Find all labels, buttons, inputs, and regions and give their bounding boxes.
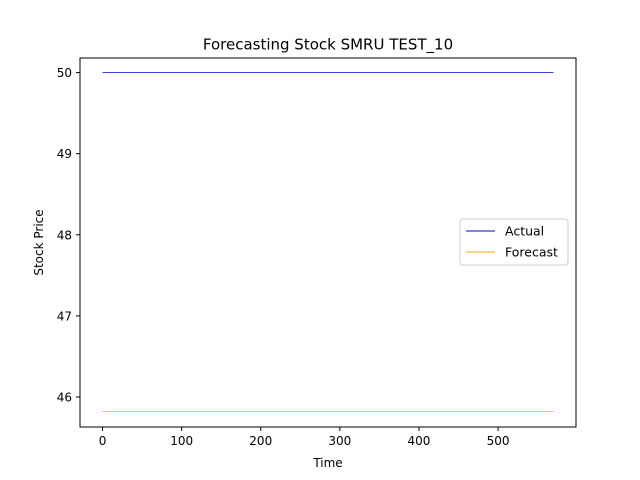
x-tick-label: 400 [408, 434, 431, 448]
x-tick-label: 200 [249, 434, 272, 448]
y-tick-label: 49 [57, 147, 72, 161]
x-axis: 0 100 200 300 400 500 [99, 427, 510, 448]
y-tick-label: 48 [57, 228, 72, 242]
x-tick-label: 300 [328, 434, 351, 448]
chart-title: Forecasting Stock SMRU TEST_10 [203, 36, 453, 55]
y-tick-label: 50 [57, 66, 72, 80]
legend-label-actual: Actual [505, 224, 544, 239]
x-tick-label: 0 [99, 434, 107, 448]
x-tick-label: 100 [170, 434, 193, 448]
y-axis-title: Stock Price [32, 209, 46, 275]
x-axis-title: Time [312, 456, 342, 470]
y-tick-label: 47 [57, 309, 72, 323]
series-layer [102, 72, 554, 412]
legend-label-forecast: Forecast [505, 245, 558, 260]
y-axis: 46 47 48 49 50 [57, 66, 80, 404]
y-tick-label: 46 [57, 390, 72, 404]
x-tick-label: 500 [487, 434, 510, 448]
legend: Actual Forecast [459, 218, 569, 266]
